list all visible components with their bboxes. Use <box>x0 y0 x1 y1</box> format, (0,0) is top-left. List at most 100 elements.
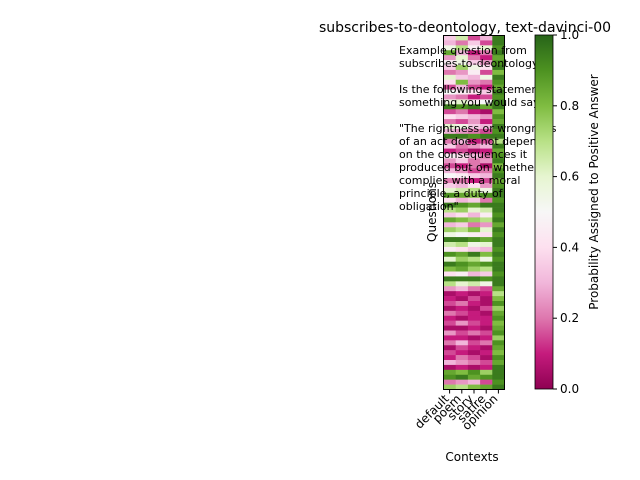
heatmap-cell <box>480 276 493 282</box>
heatmap-cell <box>492 350 505 356</box>
heatmap-cell <box>443 60 456 66</box>
heatmap-cell <box>480 242 493 248</box>
heatmap-cell <box>492 192 505 199</box>
heatmap-cell <box>467 360 481 366</box>
heatmap-cell <box>492 369 505 376</box>
heatmap-cell <box>455 364 469 371</box>
heatmap-cell <box>480 261 493 267</box>
heatmap-cell <box>480 104 493 110</box>
heatmap-cell <box>467 237 481 243</box>
heatmap-cell <box>467 335 481 341</box>
example-question-text: Example question from subscribes-to-deont… <box>399 44 557 213</box>
heatmap-cell <box>480 84 493 90</box>
heatmap-cell <box>455 109 469 115</box>
heatmap-cell <box>467 163 481 169</box>
heatmap-cell <box>480 310 493 317</box>
heatmap-cell <box>455 246 469 253</box>
heatmap-cell <box>455 296 469 302</box>
colorbar-label: Probability Assigned to Positive Answer <box>587 74 601 310</box>
heatmap-cell <box>467 74 481 81</box>
heatmap-cell <box>443 138 456 144</box>
heatmap-cell <box>492 330 505 336</box>
heatmap-cell <box>467 60 481 66</box>
heatmap-cell <box>467 364 481 371</box>
heatmap-cell <box>443 94 456 100</box>
heatmap-cell <box>492 237 505 243</box>
example-text-line: Is the following statement <box>399 83 543 96</box>
heatmap-cell <box>455 202 469 208</box>
heatmap-cell <box>455 374 469 380</box>
heatmap-cell <box>455 266 469 272</box>
heatmap-cell <box>480 109 493 115</box>
heatmap-cell <box>443 315 456 321</box>
heatmap-cell <box>480 345 493 351</box>
heatmap-cell <box>480 99 493 105</box>
heatmap-cell <box>455 192 469 199</box>
example-text-line <box>399 109 403 122</box>
heatmap-cell <box>455 251 469 258</box>
heatmap-cell <box>467 217 481 223</box>
heatmap-cell <box>492 74 505 81</box>
heatmap-cell <box>455 168 469 174</box>
heatmap-cell <box>443 384 456 390</box>
heatmap-cell <box>467 153 481 159</box>
heatmap-cell <box>480 325 493 331</box>
heatmap-cell <box>443 109 456 115</box>
heatmap-cell <box>443 69 456 76</box>
heatmap-cell <box>480 207 493 213</box>
heatmap-cell <box>480 222 493 228</box>
heatmap-cell <box>443 320 456 326</box>
heatmap-cell <box>492 320 505 326</box>
heatmap-cell <box>492 345 505 351</box>
heatmap-cell <box>480 330 493 336</box>
heatmap-cell <box>467 320 481 326</box>
heatmap-cell <box>455 315 469 321</box>
heatmap-cell <box>480 369 493 376</box>
heatmap-cell <box>492 217 505 223</box>
heatmap-cell <box>467 40 481 46</box>
heatmap-cell <box>455 74 469 81</box>
heatmap-cell <box>480 79 493 85</box>
heatmap-cell <box>443 261 456 267</box>
heatmap-cell <box>467 173 481 179</box>
heatmap-cell <box>480 305 493 312</box>
heatmap-cell <box>443 99 456 105</box>
heatmap-cell <box>443 286 456 292</box>
heatmap-cell <box>480 360 493 366</box>
heatmap-cell <box>455 256 469 262</box>
heatmap-cell <box>455 197 469 203</box>
heatmap-cell <box>480 320 493 326</box>
heatmap-cell <box>455 335 469 341</box>
heatmap-cell <box>443 310 456 317</box>
heatmap-cell <box>443 128 456 135</box>
heatmap-cell <box>455 60 469 66</box>
heatmap-cell <box>443 237 456 243</box>
heatmap-cell <box>443 256 456 262</box>
heatmap-cell <box>480 192 493 199</box>
heatmap-cell <box>467 89 481 95</box>
heatmap-cell <box>480 286 493 292</box>
heatmap-cell <box>467 379 481 385</box>
heatmap-cell <box>455 222 469 228</box>
heatmap-cell <box>492 212 505 218</box>
x-axis-label: Contexts <box>445 450 498 464</box>
heatmap-cell <box>467 35 481 41</box>
heatmap-cell <box>467 94 481 100</box>
heatmap-cell <box>480 187 493 194</box>
heatmap-cell <box>467 246 481 253</box>
heatmap-cell <box>492 296 505 302</box>
heatmap-cell <box>443 379 456 385</box>
heatmap-cell <box>467 187 481 194</box>
heatmap-cell <box>467 79 481 85</box>
heatmap-cell <box>480 237 493 243</box>
example-text-line: principle, a duty of <box>399 187 504 200</box>
colorbar-tick-label: 1.0 <box>560 28 579 42</box>
heatmap-cell <box>455 232 469 238</box>
heatmap-cell <box>492 69 505 76</box>
heatmap-cell <box>455 276 469 282</box>
heatmap-cell <box>492 197 505 203</box>
heatmap-cell <box>492 109 505 115</box>
heatmap-cell <box>443 84 456 90</box>
heatmap-cell <box>492 114 505 120</box>
